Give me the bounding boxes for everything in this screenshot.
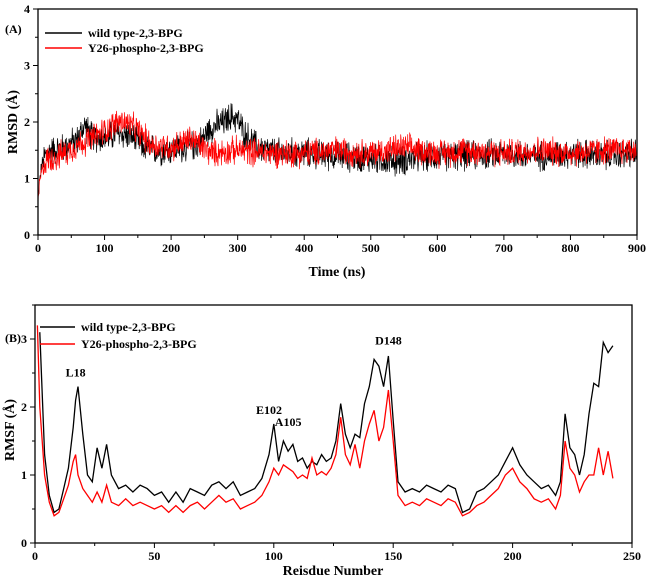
- rmsd-x-axis-title: Time (ns): [309, 265, 366, 280]
- rmsf-annotation-a105: A105: [275, 415, 302, 429]
- rmsd-y-tick-label: 2: [24, 115, 30, 129]
- rmsd-legend-y26: Y26-phospho-2,3-BPG: [88, 41, 204, 55]
- rmsf-y-tick-label: 0: [21, 536, 27, 550]
- rmsd-x-tick-label: 300: [229, 241, 247, 255]
- rmsf-annotation-l18: L18: [66, 365, 86, 379]
- rmsf-x-tick-label: 250: [623, 549, 641, 563]
- panel-label-a: (A): [5, 22, 22, 36]
- rmsf-legend-wild-type: wild type-2,3-BPG: [81, 320, 176, 334]
- rmsd-legend: wild type-2,3-BPG Y26-phospho-2,3-BPG: [45, 26, 204, 55]
- rmsd-x-tick-label: 200: [162, 241, 180, 255]
- rmsd-x-tick-label: 400: [295, 241, 313, 255]
- rmsf-y-axis-title: RMSF (Å): [2, 399, 18, 461]
- rmsf-legend: wild type-2,3-BPG Y26-phospho-2,3-BPG: [40, 320, 197, 351]
- rmsd-y-tick-label: 0: [24, 228, 30, 242]
- rmsd-x-tick-label: 600: [428, 241, 446, 255]
- rmsd-x-tick-label: 800: [561, 241, 579, 255]
- rmsd-chart: (A) wild type-2,3-BPG Y26-phospho-2,3-BP…: [5, 2, 646, 280]
- rmsf-x-tick-label: 200: [504, 549, 522, 563]
- rmsf-x-axis-title: Reisdue Number: [283, 564, 384, 579]
- rmsf-x-tick-label: 150: [384, 549, 402, 563]
- rmsf-y-tick-label: 2: [21, 400, 27, 414]
- rmsd-x-tick-label: 0: [35, 241, 41, 255]
- rmsd-x-tick-label: 500: [362, 241, 380, 255]
- rmsf-legend-y26: Y26-phospho-2,3-BPG: [81, 337, 197, 351]
- rmsf-series-wild-type: [39, 332, 614, 514]
- rmsd-y-tick-label: 4: [24, 2, 30, 16]
- rmsd-legend-wild-type: wild type-2,3-BPG: [88, 26, 183, 40]
- panel-label-b: (B): [5, 331, 21, 345]
- rmsf-annotation-d148: D148: [375, 333, 402, 347]
- rmsd-y-tick-label: 1: [24, 172, 30, 186]
- rmsf-series-y26-phospho: [36, 325, 614, 517]
- rmsf-x-tick-label: 100: [265, 549, 283, 563]
- rmsf-y-tick-label: 3: [21, 332, 27, 346]
- rmsd-y-tick-label: 3: [24, 59, 30, 73]
- rmsf-annotation-e102: E102: [256, 403, 282, 417]
- rmsd-x-tick-label: 700: [495, 241, 513, 255]
- rmsf-x-tick-label: 0: [32, 549, 38, 563]
- rmsd-y-axis-title: RMSD (Å): [5, 90, 21, 154]
- rmsf-chart: (B) wild type-2,3-BPG Y26-phospho-2,3-BP…: [2, 304, 641, 579]
- rmsf-x-tick-label: 50: [148, 549, 160, 563]
- rmsf-y-tick-label: 1: [21, 468, 27, 482]
- rmsd-x-tick-label: 100: [96, 241, 114, 255]
- rmsd-x-tick-label: 900: [628, 241, 646, 255]
- rmsd-series-y26-phospho: [38, 110, 637, 208]
